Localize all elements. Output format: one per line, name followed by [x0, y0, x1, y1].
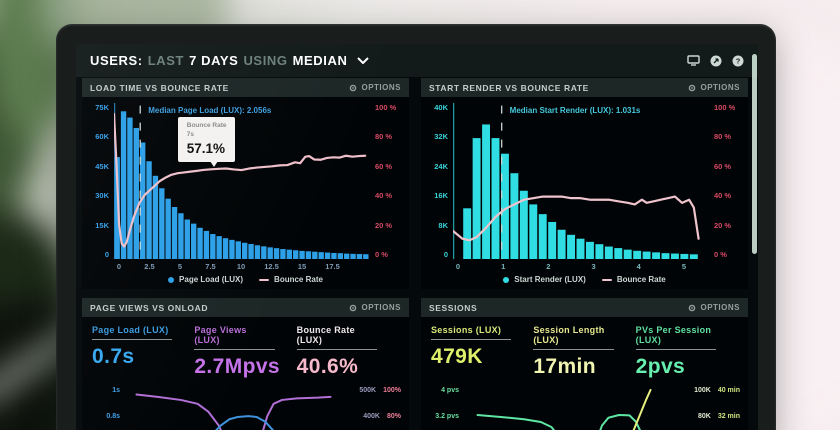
last-label: LAST: [147, 53, 185, 68]
sparkline-plot[interactable]: [128, 387, 339, 430]
spark-y-axis-left: 1s 0.8s 0.6s: [106, 387, 120, 420]
options-button[interactable]: OPTIONS: [688, 83, 740, 92]
stat-session-length: Session Length (LUX) 17min: [533, 325, 635, 379]
y-axis-right: 100 % 80 % 60 % 40 % 20 % 0 %: [714, 103, 736, 259]
panel-title: PAGE VIEWS VS ONLOAD: [90, 302, 209, 313]
legend-bounce-rate[interactable]: Bounce Rate: [259, 275, 323, 284]
laptop-bezel: USERS: LAST 7 DAYS USING MEDIAN ?: [56, 24, 776, 430]
scrollbar-thumb[interactable]: [752, 54, 757, 254]
panel-page-views-vs-onload: PAGE VIEWS VS ONLOAD OPTIONS Page Load (…: [82, 298, 409, 430]
users-label: USERS:: [90, 53, 143, 68]
gear-icon: [689, 84, 696, 91]
dashboard-grid: LOAD TIME VS BOUNCE RATE OPTIONS 75K 60K 4…: [82, 78, 748, 430]
range-label: 7 DAYS: [189, 53, 239, 68]
dashboard-screen: USERS: LAST 7 DAYS USING MEDIAN ?: [76, 44, 758, 430]
median-annotation: Median Page Load (LUX): 2.056s: [148, 106, 272, 115]
y-axis-left: 75K 60K 45K 30K 15K 0: [95, 103, 109, 259]
y-axis-right: 100 % 80 % 60 % 40 % 20 % 0 %: [375, 103, 397, 259]
using-label: USING: [243, 53, 288, 68]
sparkline-plot[interactable]: [467, 387, 678, 430]
panel-title: START RENDER VS BOUNCE RATE: [429, 82, 589, 93]
filter-dropdown[interactable]: USERS: LAST 7 DAYS USING MEDIAN: [90, 53, 369, 68]
chevron-down-icon: [356, 57, 369, 64]
gear-icon: [689, 304, 696, 311]
legend-page-load[interactable]: Page Load (LUX): [168, 275, 243, 284]
median-label: MEDIAN: [292, 53, 348, 68]
median-annotation: Median Start Render (LUX): 1.031s: [509, 106, 641, 115]
share-icon[interactable]: [709, 55, 722, 67]
app-header: USERS: LAST 7 DAYS USING MEDIAN ?: [76, 44, 758, 77]
gear-icon: [350, 84, 357, 91]
tooltip: Bounce Rate 7s 57.1%: [177, 117, 236, 167]
display-icon[interactable]: [687, 55, 700, 67]
legend-bounce-rate[interactable]: Bounce Rate: [601, 275, 666, 284]
histogram-plot[interactable]: Median Page Load (LUX): 2.056s Bounce Ra…: [114, 103, 369, 259]
y-axis-left: 40K 32K 24K 16K 8K 0: [434, 103, 448, 259]
spark-y-axis-left: 4 pvs 3.2 pvs 2.4 pvs: [435, 387, 459, 420]
svg-text:?: ?: [735, 56, 740, 65]
stat-sessions: Sessions (LUX) 479K: [431, 325, 533, 379]
legend-start-render[interactable]: Start Render (LUX): [503, 275, 586, 284]
stat-page-views: Page Views (LUX) 2.7Mpvs: [194, 325, 281, 378]
panel-sessions: SESSIONS OPTIONS Sessions (LUX) 479K Ses…: [421, 298, 748, 430]
panel-title: SESSIONS: [429, 302, 478, 313]
panel-title: LOAD TIME VS BOUNCE RATE: [90, 82, 229, 93]
panel-start-render-vs-bounce-rate: START RENDER VS BOUNCE RATE OPTIONS 40K 3…: [421, 78, 748, 289]
histogram-plot[interactable]: Median Start Render (LUX): 1.031s: [453, 103, 708, 259]
stat-pvs-per-session: PVs Per Session (LUX) 2pvs: [635, 325, 738, 379]
panel-load-time-vs-bounce-rate: LOAD TIME VS BOUNCE RATE OPTIONS 75K 60K 4…: [82, 78, 409, 289]
options-button[interactable]: OPTIONS: [688, 303, 740, 312]
options-button[interactable]: OPTIONS: [349, 83, 401, 92]
options-button[interactable]: OPTIONS: [349, 303, 401, 312]
stat-page-load: Page Load (LUX) 0.7s: [92, 325, 194, 379]
x-axis: 0 2.5 5 7.5 10 12.5 15 17.5: [116, 262, 340, 271]
gear-icon: [350, 304, 357, 311]
stat-bounce-rate: Bounce Rate (LUX) 40.6%: [296, 325, 399, 379]
help-icon[interactable]: ?: [731, 55, 744, 67]
